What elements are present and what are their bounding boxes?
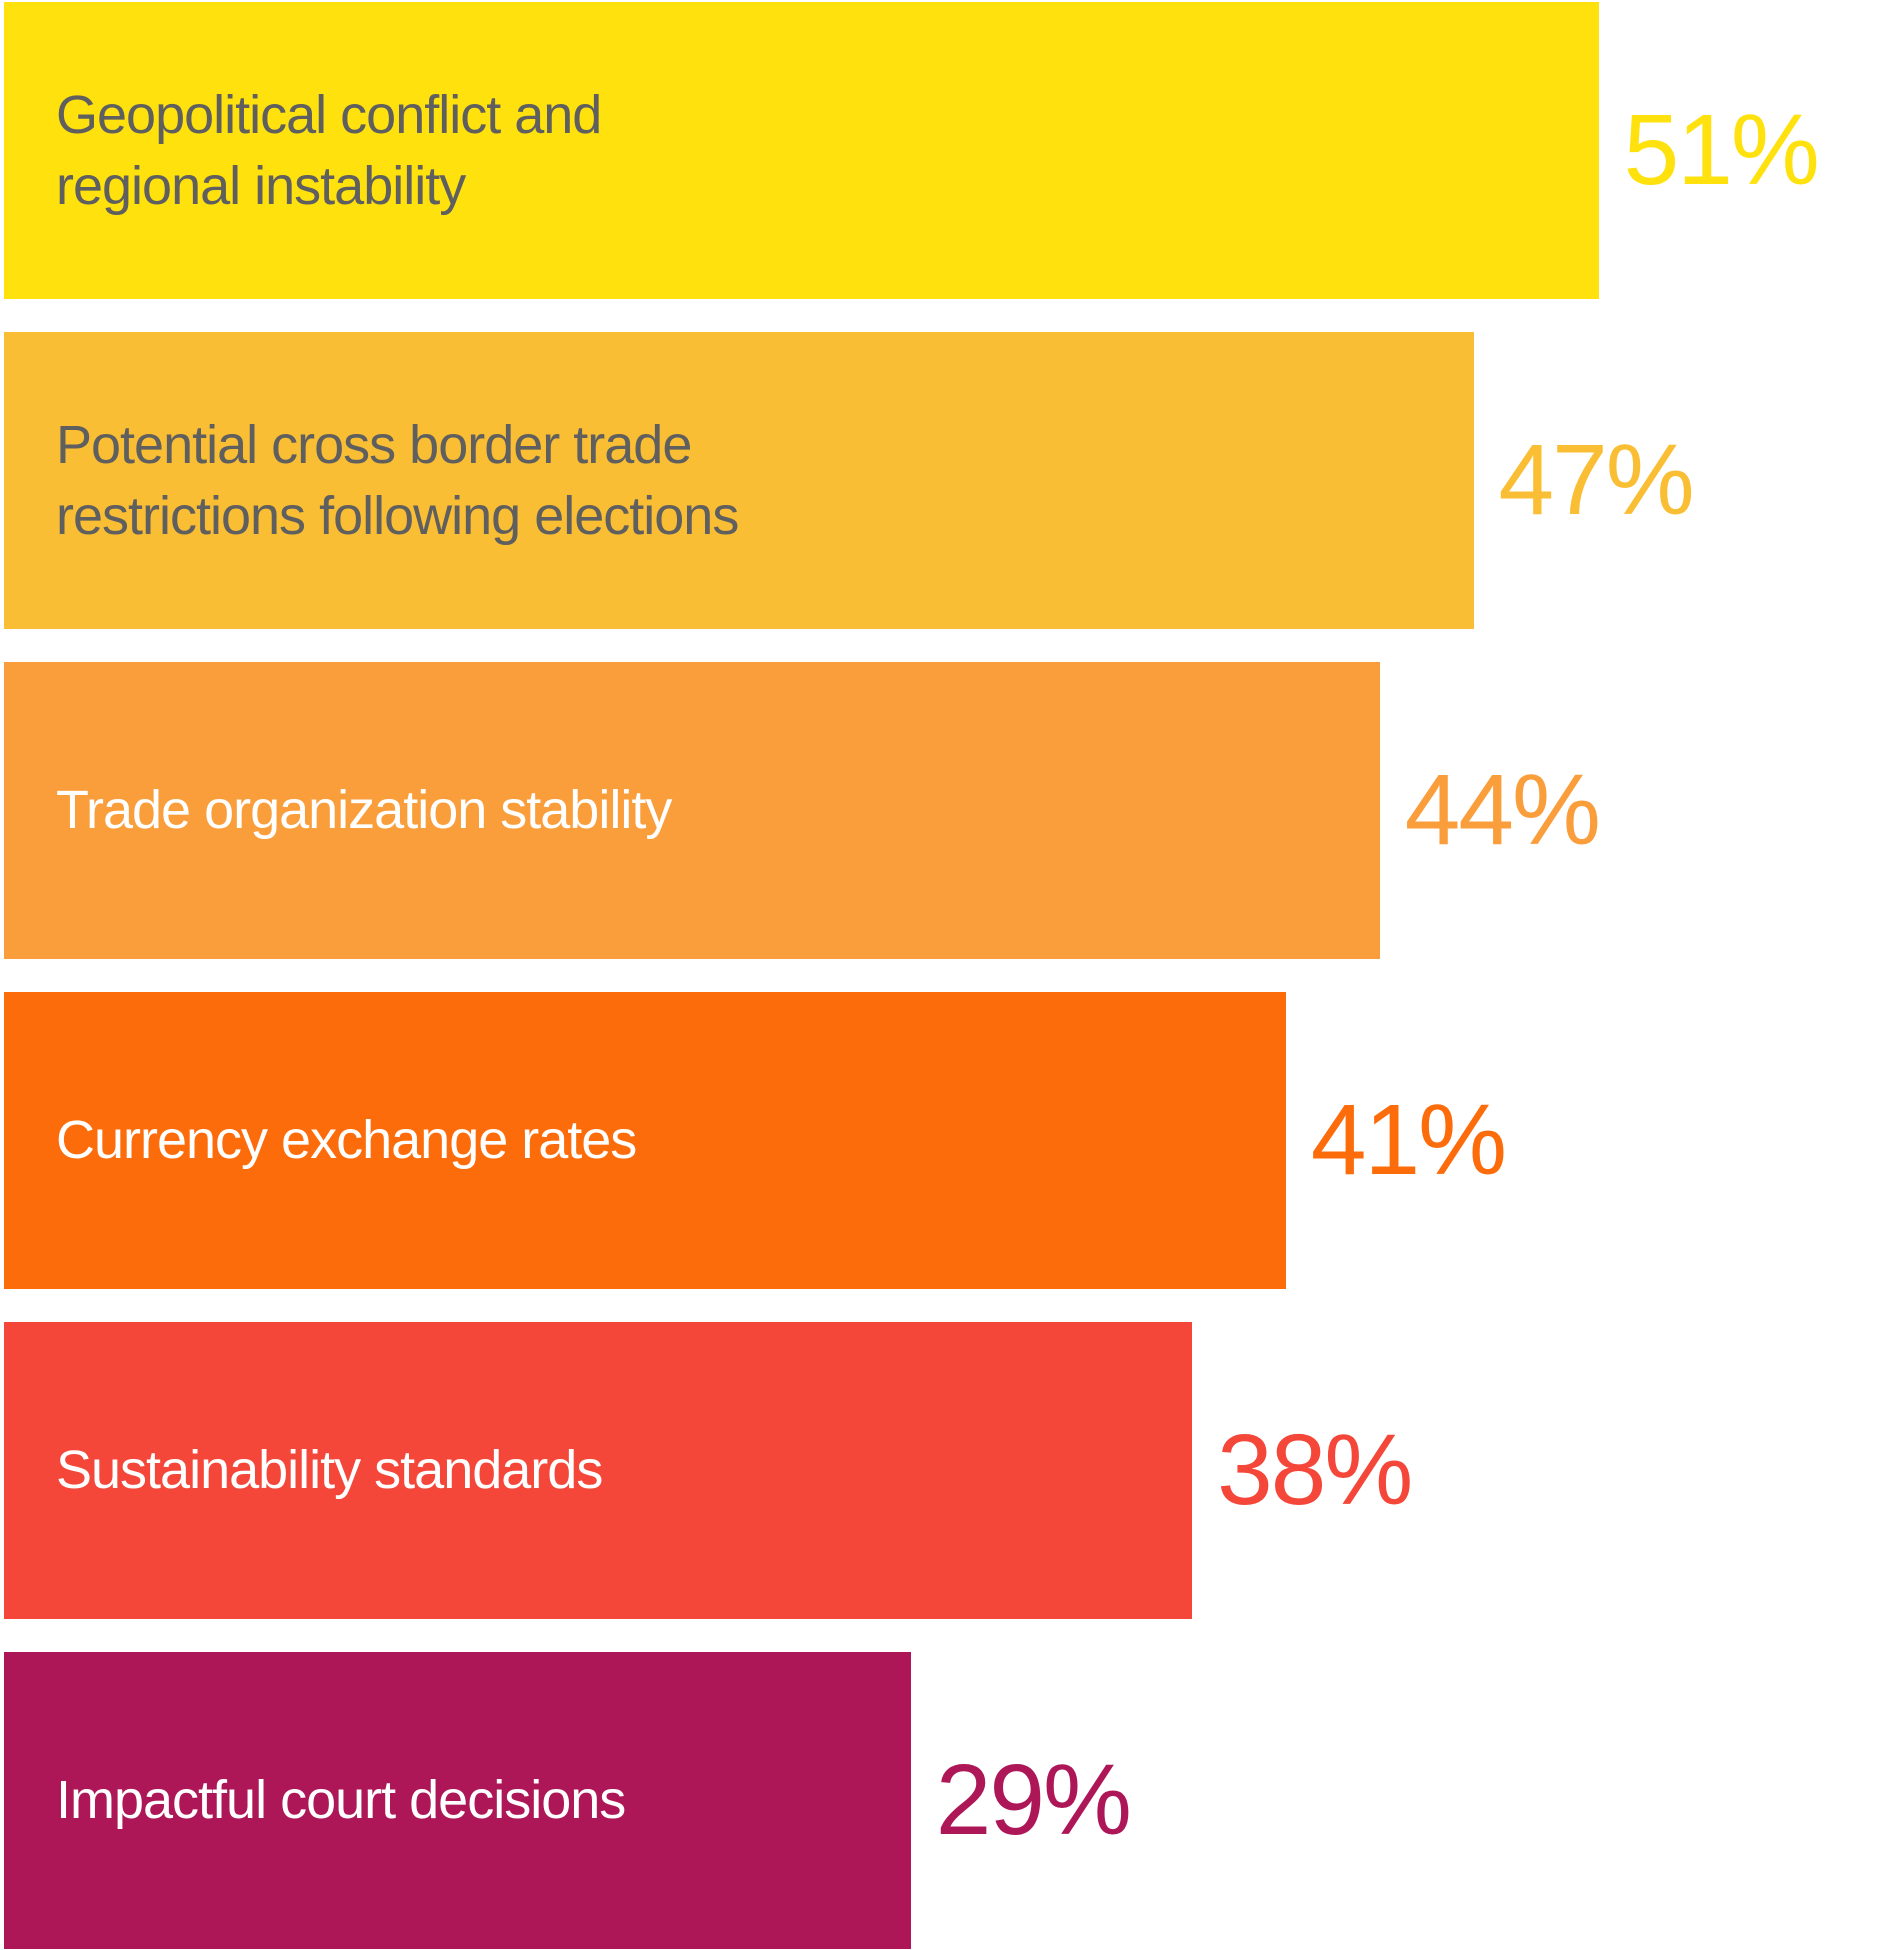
bar-currency-exchange-rates: Currency exchange rates — [4, 992, 1286, 1289]
bar-label: Sustainability standards — [56, 1440, 603, 1501]
bar-label: Currency exchange rates — [56, 1110, 637, 1171]
value-label: 29% — [935, 1744, 1132, 1856]
value-label: 41% — [1310, 1084, 1507, 1196]
value-label: 51% — [1623, 94, 1820, 206]
value-label: 38% — [1217, 1414, 1413, 1526]
bar-trade-organization-stability: Trade organization stability — [4, 662, 1380, 959]
bar-row: Geopolitical conflict and regional insta… — [4, 2, 1880, 299]
bar-rows: Geopolitical conflict and regional insta… — [4, 2, 1880, 1949]
bar-row: Trade organization stability 44% — [4, 662, 1880, 959]
bar-geopolitical-conflict: Geopolitical conflict and regional insta… — [4, 2, 1599, 299]
value-label: 47% — [1498, 424, 1695, 536]
bar-impactful-court-decisions: Impactful court decisions — [4, 1652, 911, 1949]
bar-row: Sustainability standards 38% — [4, 1322, 1880, 1619]
bar-row: Currency exchange rates 41% — [4, 992, 1880, 1289]
value-label: 44% — [1404, 754, 1601, 866]
bar-row: Potential cross border trade restriction… — [4, 332, 1880, 629]
bar-row: Impactful court decisions 29% — [4, 1652, 1880, 1949]
bar-label: Impactful court decisions — [56, 1770, 626, 1831]
bar-label: Trade organization stability — [56, 780, 672, 841]
bar-label: Potential cross border trade restriction… — [56, 415, 739, 546]
bar-label: Geopolitical conflict and regional insta… — [56, 85, 602, 216]
bar-cross-border-trade-restrictions: Potential cross border trade restriction… — [4, 332, 1474, 629]
bar-sustainability-standards: Sustainability standards — [4, 1322, 1193, 1619]
